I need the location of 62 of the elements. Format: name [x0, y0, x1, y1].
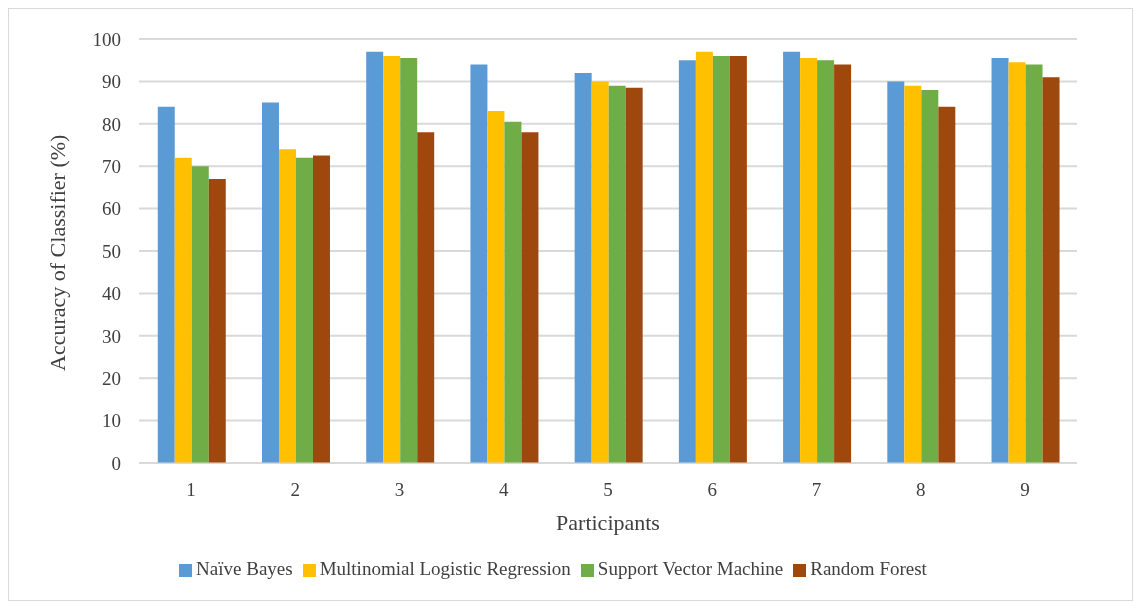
x-tick-label: 1 [186, 479, 196, 501]
bar [625, 87, 643, 463]
bar [834, 64, 852, 463]
bar [938, 106, 956, 463]
bar [800, 58, 818, 463]
bar [174, 157, 192, 463]
y-tick-label: 30 [102, 325, 121, 347]
bar [366, 51, 384, 463]
y-tick-label: 70 [102, 155, 121, 177]
bar [261, 102, 279, 463]
x-tick-label: 7 [811, 479, 822, 501]
y-tick-label: 50 [102, 240, 121, 262]
y-tick-label: 60 [102, 198, 121, 220]
bar [295, 157, 313, 463]
bar [591, 81, 609, 463]
y-tick-label: 100 [92, 28, 121, 50]
x-tick-label: 8 [915, 479, 926, 501]
x-tick-label: 9 [1020, 479, 1030, 501]
bar [574, 72, 592, 463]
y-tick-label: 90 [102, 71, 121, 93]
legend-label: Support Vector Machine [597, 558, 784, 579]
bar [504, 121, 522, 463]
x-tick-label: 5 [603, 479, 613, 501]
legend-label: Multinomial Logistic Regression [319, 558, 571, 579]
bar [278, 149, 296, 463]
x-tick-label: 2 [290, 479, 301, 501]
bar [383, 55, 401, 463]
bar [1025, 64, 1043, 463]
bar [921, 89, 939, 463]
bar [712, 55, 730, 463]
bar [521, 132, 539, 463]
bar [783, 51, 801, 463]
bar [608, 85, 626, 463]
bar [817, 60, 835, 463]
x-tick-label: 4 [499, 479, 510, 501]
bar [400, 58, 418, 463]
x-tick-label: 6 [707, 479, 717, 501]
bar [417, 132, 435, 463]
y-tick-label: 80 [102, 113, 121, 135]
bar [470, 64, 488, 463]
legend-label: Random Forest [810, 558, 927, 579]
bar [904, 85, 922, 463]
y-tick-label: 10 [102, 410, 121, 432]
bar [887, 81, 905, 463]
bar [312, 155, 330, 463]
bar [191, 166, 209, 463]
x-tick-label: 3 [394, 479, 405, 501]
bar [695, 51, 713, 463]
y-tick-label: 20 [102, 367, 121, 389]
bar [1042, 77, 1060, 463]
y-tick-label: 0 [111, 452, 121, 474]
bar [729, 55, 747, 463]
y-axis-title: Accuracy of Classifier (%) [44, 134, 70, 371]
bar [1008, 62, 1026, 463]
bar [678, 60, 696, 463]
bar [991, 58, 1009, 463]
legend-label: Naïve Bayes [196, 558, 293, 579]
x-axis-title: Participants [556, 510, 660, 535]
y-tick-label: 40 [102, 283, 121, 305]
bar [487, 111, 505, 463]
bar [208, 178, 226, 463]
bar [157, 106, 175, 463]
